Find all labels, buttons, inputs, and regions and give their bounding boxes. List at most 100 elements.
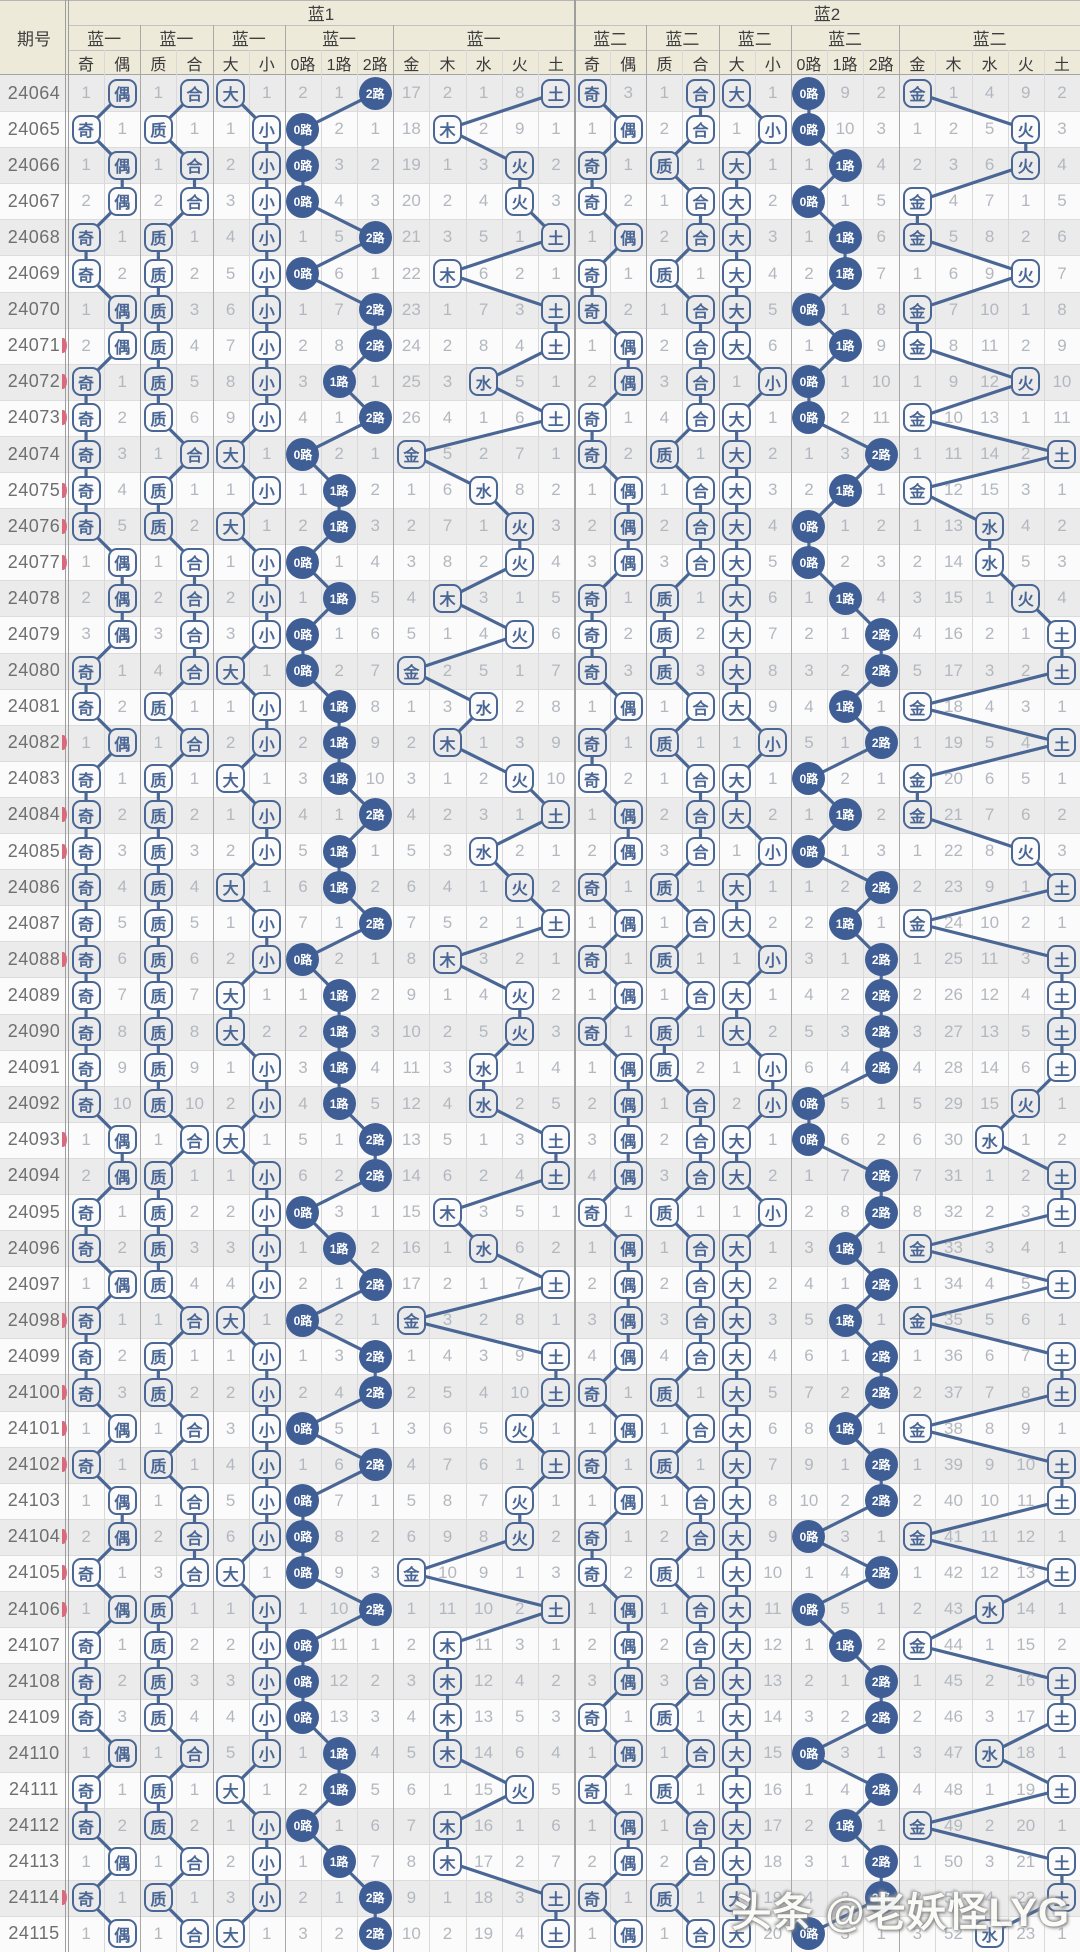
miss-count: 1 xyxy=(225,696,236,716)
route-hit-marker: 0路 xyxy=(792,293,826,327)
hit-marker: 合 xyxy=(686,403,715,433)
miss-count: 27 xyxy=(944,1021,963,1041)
miss-count: 1 xyxy=(840,516,850,536)
miss-count: 2 xyxy=(442,335,453,355)
miss-count: 1 xyxy=(225,1165,236,1185)
hit-marker: 大 xyxy=(722,1233,752,1263)
miss-count: 3 xyxy=(804,660,814,680)
period-cell: 24069 xyxy=(7,263,61,284)
miss-count: 1 xyxy=(659,1490,670,1510)
miss-count: 1 xyxy=(153,1129,164,1149)
hit-marker: 木 xyxy=(433,114,462,144)
miss-count: 1 xyxy=(623,1707,633,1727)
miss-count: 11 xyxy=(980,1526,999,1546)
miss-count: 2 xyxy=(117,1815,127,1835)
column-header: 奇 xyxy=(584,56,601,74)
hit-marker: 大 xyxy=(722,1775,752,1805)
hit-marker: 火 xyxy=(505,547,535,577)
hit-marker: 偶 xyxy=(107,1161,137,1191)
hit-marker: 火 xyxy=(1011,114,1041,144)
grid-line xyxy=(0,1049,1080,1051)
column-header: 质 xyxy=(150,56,167,74)
hit-marker: 奇 xyxy=(577,583,607,613)
miss-count: 1 xyxy=(876,1815,886,1835)
miss-count: 42 xyxy=(944,1562,963,1582)
miss-count: 6 xyxy=(442,1418,453,1438)
miss-count: 2 xyxy=(768,1021,778,1041)
miss-count: 1 xyxy=(81,1923,91,1943)
miss-count: 13 xyxy=(944,516,963,536)
miss-count: 15 xyxy=(980,480,1000,500)
miss-count: 2 xyxy=(81,1526,91,1546)
miss-count: 1 xyxy=(334,1815,344,1835)
red-tick-marker xyxy=(62,1601,67,1617)
miss-count: 1 xyxy=(334,1274,344,1294)
miss-count: 3 xyxy=(551,191,561,211)
hit-marker: 奇 xyxy=(71,1775,101,1805)
hit-marker: 偶 xyxy=(107,619,137,649)
column-header: 木 xyxy=(945,56,962,74)
grid-line xyxy=(0,399,1080,401)
sub-group-header: 蓝一 xyxy=(231,30,266,49)
miss-count: 3 xyxy=(1021,949,1031,969)
miss-count: 9 xyxy=(1021,1418,1031,1438)
miss-count: 7 xyxy=(1057,263,1067,283)
miss-count: 2 xyxy=(984,1202,995,1222)
miss-count: 5 xyxy=(442,1129,453,1149)
miss-count: 1 xyxy=(623,588,633,608)
miss-count: 2 xyxy=(912,552,923,572)
miss-count: 2 xyxy=(225,1851,236,1871)
miss-count: 4 xyxy=(948,191,959,211)
hit-marker: 大 xyxy=(722,1594,752,1624)
hit-marker: 质 xyxy=(143,331,173,361)
hit-marker: 土 xyxy=(1047,1053,1077,1083)
miss-count: 9 xyxy=(442,1526,453,1546)
miss-count: 1 xyxy=(587,335,597,355)
miss-count: 1 xyxy=(515,913,525,933)
miss-count: 5 xyxy=(442,913,453,933)
hit-marker: 大 xyxy=(722,1125,752,1155)
miss-count: 1 xyxy=(659,696,670,716)
miss-count: 2 xyxy=(442,804,453,824)
hit-marker: 土 xyxy=(1047,439,1077,469)
hit-marker: 大 xyxy=(722,186,752,216)
hit-marker: 火 xyxy=(505,1522,535,1552)
grid-line xyxy=(827,50,828,1952)
hit-marker: 小 xyxy=(758,1053,788,1083)
hit-marker: 金 xyxy=(902,295,932,325)
hit-marker: 偶 xyxy=(613,1630,643,1660)
miss-count: 1 xyxy=(984,588,995,608)
hit-marker: 偶 xyxy=(107,728,137,758)
miss-count: 3 xyxy=(840,444,850,463)
miss-count: 9 xyxy=(984,1454,995,1474)
hit-marker: 木 xyxy=(433,1738,462,1768)
miss-count: 1 xyxy=(876,1093,886,1113)
miss-count: 2 xyxy=(334,1923,344,1943)
miss-count: 10 xyxy=(401,1923,421,1943)
route-hit-marker: 1路 xyxy=(322,762,356,796)
hit-marker: 金 xyxy=(902,78,932,108)
miss-count: 4 xyxy=(406,588,417,608)
miss-count: 3 xyxy=(587,1129,597,1149)
miss-count: 1 xyxy=(298,227,308,247)
hit-marker: 小 xyxy=(758,367,788,397)
route-hit-marker: 1路 xyxy=(322,1015,356,1049)
route-hit-marker: 2路 xyxy=(358,1917,392,1951)
miss-count: 4 xyxy=(1057,588,1067,608)
period-cell: 24094 xyxy=(7,1165,61,1186)
miss-count: 3 xyxy=(768,227,778,247)
miss-count: 2 xyxy=(298,335,308,355)
miss-count: 11 xyxy=(980,949,999,969)
miss-count: 3 xyxy=(840,1021,850,1041)
miss-count: 1 xyxy=(189,1599,200,1619)
grid-line xyxy=(1043,50,1045,1952)
route-hit-marker: 1路 xyxy=(828,329,862,363)
hit-marker: 土 xyxy=(1047,1666,1077,1696)
hit-marker: 合 xyxy=(686,114,715,144)
grid-line xyxy=(0,1554,1080,1556)
miss-count: 2 xyxy=(551,155,561,175)
hit-marker: 大 xyxy=(216,1125,246,1155)
miss-count: 2 xyxy=(225,732,236,752)
route-hit-marker: 1路 xyxy=(322,726,356,760)
miss-count: 10 xyxy=(763,1562,783,1582)
